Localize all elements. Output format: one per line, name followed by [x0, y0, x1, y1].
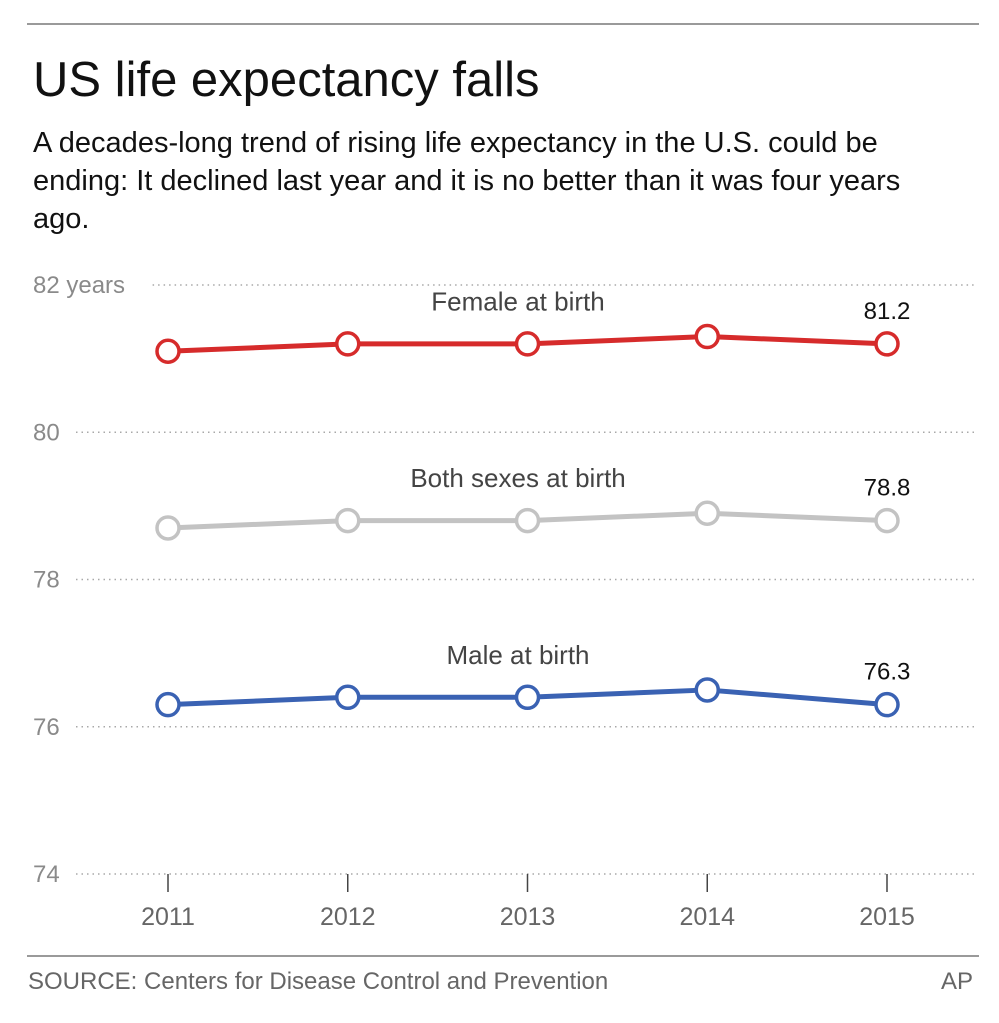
x-axis: 2011 2012 2013 2014 2015 — [141, 874, 915, 931]
data-point — [335, 507, 361, 534]
data-point — [155, 338, 181, 365]
series-layer — [155, 323, 900, 718]
data-point — [694, 323, 720, 350]
data-point — [694, 500, 720, 526]
end-value-label: 78.8 — [864, 475, 911, 502]
series-name-label: Male at birth — [446, 640, 589, 670]
data-point — [155, 691, 181, 718]
series-both-sexes-at-birth — [155, 500, 900, 541]
data-point — [874, 331, 900, 357]
data-point — [335, 331, 361, 357]
x-tick-label: 2015 — [859, 903, 915, 931]
top-rule — [27, 23, 979, 25]
end-value-label: 76.3 — [864, 659, 911, 686]
data-point — [514, 507, 541, 534]
label-layer: Female at birth 81.2 Both sexes at birth 78… — [410, 287, 910, 686]
y-tick-label: 76 — [33, 714, 60, 741]
y-tick-label: 80 — [33, 419, 60, 446]
grid-layer: 82 years 80 78 76 74 — [33, 272, 976, 888]
x-tick-label: 2013 — [500, 903, 556, 931]
y-tick-label: 78 — [33, 567, 60, 594]
chart-title: US life expectancy falls — [33, 53, 540, 107]
series-name-label: Both sexes at birth — [410, 463, 625, 493]
bottom-rule — [27, 955, 979, 957]
data-point — [694, 677, 720, 703]
data-point — [874, 507, 900, 534]
series-name-label: Female at birth — [431, 287, 604, 317]
y-tick-label: 74 — [33, 861, 60, 888]
x-tick-label: 2011 — [141, 903, 195, 931]
series-male-at-birth — [155, 677, 900, 718]
x-tick-label: 2012 — [320, 903, 376, 931]
data-point — [335, 684, 361, 711]
data-point — [155, 515, 181, 541]
x-tick-label: 2014 — [679, 903, 735, 931]
series-female-at-birth — [155, 323, 900, 365]
data-point — [874, 691, 900, 718]
source-note: SOURCE: Centers for Disease Control and … — [28, 968, 609, 995]
y-tick-label: 82 years — [33, 272, 125, 299]
credit-label: AP — [940, 968, 973, 995]
data-point — [514, 331, 541, 357]
end-value-label: 81.2 — [864, 298, 911, 325]
data-point — [514, 684, 541, 711]
chart-subtitle: A decades-long trend of rising life expe… — [33, 127, 901, 235]
